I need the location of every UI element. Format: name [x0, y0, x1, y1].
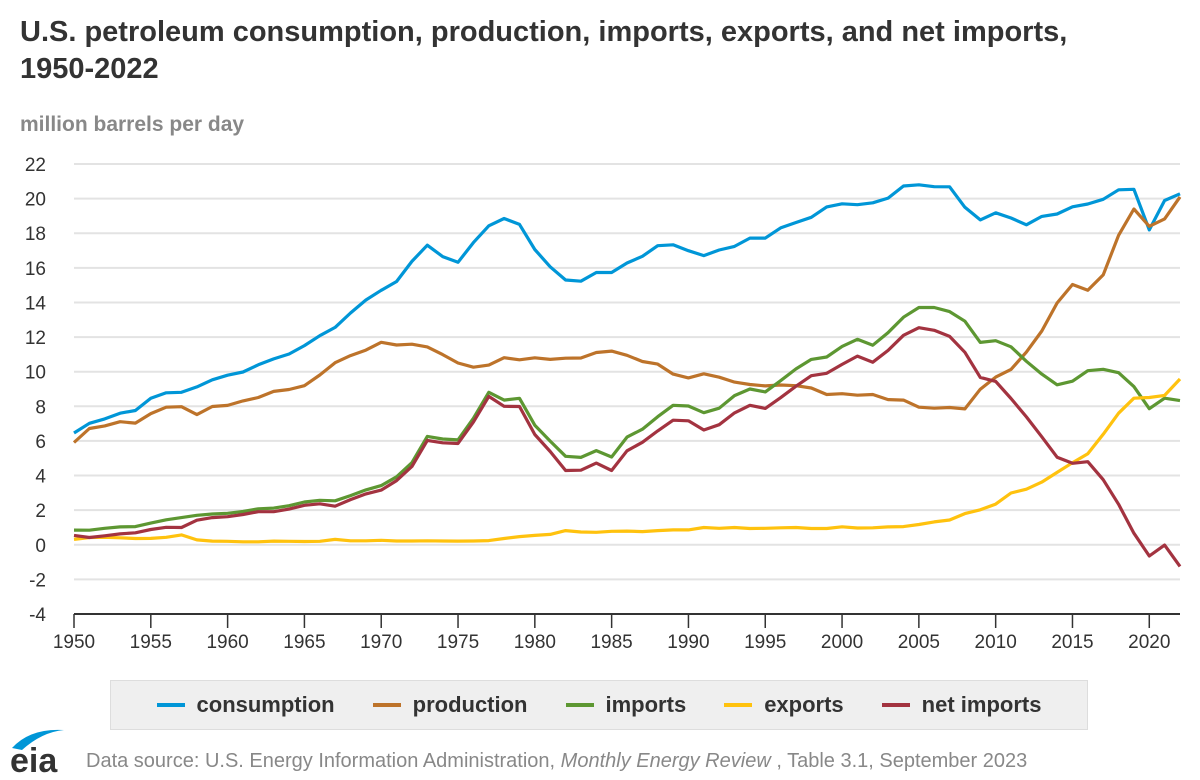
- x-tick-label: 1980: [514, 632, 556, 653]
- y-tick-label: 22: [25, 155, 46, 176]
- footer-prefix: Data source: U.S. Energy Information Adm…: [86, 750, 561, 772]
- y-axis-tick-labels: -4 -2 0 2 4 6 8 10 12 14 16 18 20 22: [25, 155, 47, 626]
- legend-item-imports[interactable]: imports: [565, 692, 687, 718]
- y-tick-label: 20: [25, 190, 46, 211]
- x-tick-label: 1955: [130, 632, 172, 653]
- legend-swatch: [724, 703, 753, 707]
- y-tick-label: 8: [35, 397, 46, 418]
- chart-title: U.S. petroleum consumption, production, …: [20, 16, 1068, 85]
- y-tick-label: 4: [35, 467, 46, 488]
- y-tick-label: 2: [35, 501, 46, 522]
- x-tick-label: 1965: [283, 632, 325, 653]
- legend-swatch: [156, 703, 185, 707]
- legend-swatch: [565, 703, 594, 707]
- legend-swatch: [372, 703, 401, 707]
- data-source-footer: Data source: U.S. Energy Information Adm…: [86, 750, 1027, 773]
- series-lines: [72, 183, 1182, 568]
- x-tick-label: 2015: [1051, 632, 1093, 653]
- y-tick-label: 12: [25, 328, 46, 349]
- series-line-imports: [73, 305, 1181, 532]
- x-axis: 1950 1955 1960 1965 1970 1975 1980 1985 1990 1995…: [53, 613, 1180, 653]
- series-line-production: [72, 195, 1182, 444]
- legend: consumption production imports exports net i…: [110, 680, 1088, 730]
- y-axis-units-label: million barrels per day: [20, 113, 245, 136]
- y-tick-label: 6: [35, 432, 46, 453]
- legend-item-exports[interactable]: exports: [724, 692, 844, 718]
- legend-label: imports: [605, 692, 687, 717]
- series-line-exports: [73, 377, 1182, 544]
- legend-item-production[interactable]: production: [372, 692, 528, 718]
- series-line-net-imports: [73, 326, 1182, 568]
- y-tick-label: 18: [25, 224, 46, 245]
- x-tick-label: 1995: [744, 632, 786, 653]
- legend-label: net imports: [921, 692, 1042, 717]
- legend-label: production: [412, 692, 528, 717]
- legend-swatch: [881, 703, 910, 707]
- legend-label: consumption: [196, 692, 335, 717]
- x-tick-label: 1950: [53, 632, 95, 653]
- legend-label: exports: [764, 692, 844, 717]
- y-tick-label: -2: [29, 570, 46, 591]
- footer-publication: Monthly Energy Review: [560, 750, 771, 772]
- x-tick-label: 1990: [667, 632, 709, 653]
- svg-text:eia: eia: [10, 742, 58, 776]
- gridlines: [74, 163, 1180, 581]
- x-tick-label: 2000: [821, 632, 863, 653]
- x-tick-label: 2020: [1128, 632, 1170, 653]
- y-tick-label: 0: [35, 536, 46, 557]
- series-line-consumption: [73, 183, 1181, 435]
- x-tick-label: 1985: [590, 632, 632, 653]
- y-tick-label: 14: [25, 293, 47, 314]
- x-tick-label: 1975: [437, 632, 479, 653]
- x-tick-label: 2005: [898, 632, 940, 653]
- y-tick-label: 10: [25, 363, 46, 384]
- legend-item-net-imports[interactable]: net imports: [881, 692, 1042, 718]
- legend-item-consumption[interactable]: consumption: [156, 692, 335, 718]
- footer-suffix: , Table 3.1, September 2023: [770, 750, 1028, 772]
- y-tick-label: -4: [29, 605, 46, 626]
- eia-logo: eia: [10, 729, 64, 776]
- x-tick-label: 1960: [206, 632, 248, 653]
- y-tick-label: 16: [25, 259, 46, 280]
- x-tick-label: 2010: [975, 632, 1017, 653]
- x-tick-label: 1970: [360, 632, 402, 653]
